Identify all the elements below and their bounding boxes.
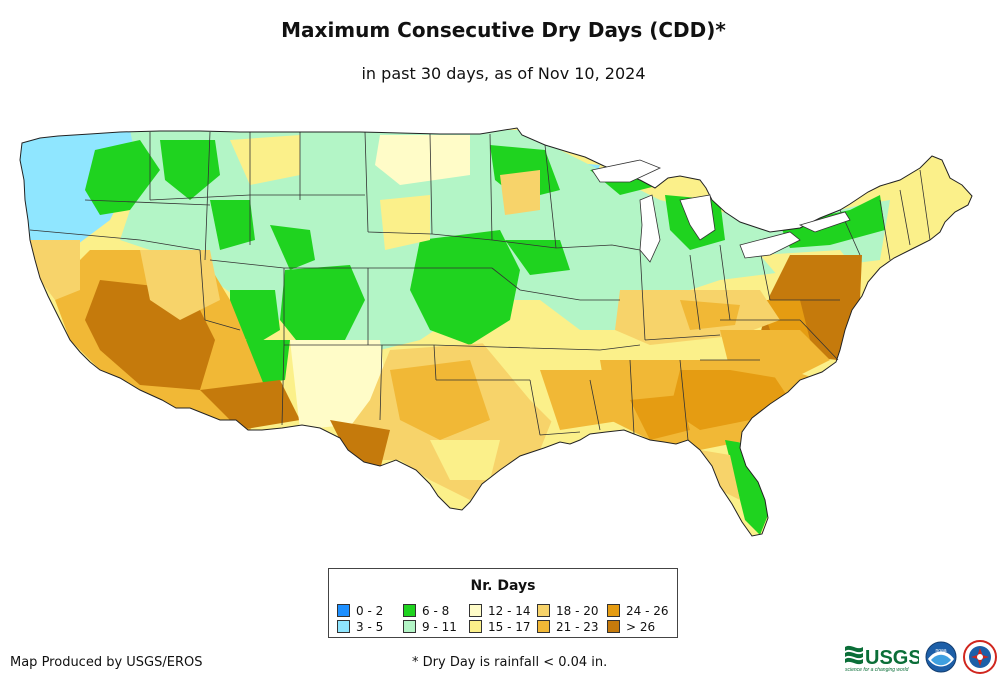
legend-label: 12 - 14 <box>488 604 531 618</box>
legend-label: 9 - 11 <box>422 620 457 634</box>
legend-label: 6 - 8 <box>422 604 450 618</box>
legend-swatch <box>337 604 350 617</box>
svg-text:USGS: USGS <box>865 647 919 669</box>
legend-swatch <box>337 620 350 633</box>
legend-item: 6 - 8 <box>403 604 449 618</box>
legend-box: Nr. Days 0 - 2 3 - 5 6 - 8 9 - 11 12 - 14 15 … <box>328 568 678 638</box>
svg-text:noaa: noaa <box>935 648 946 654</box>
map-title: Maximum Consecutive Dry Days (CDD)* <box>281 18 726 42</box>
legend-item: 21 - 23 <box>537 620 599 634</box>
legend-item: 3 - 5 <box>337 620 383 634</box>
legend-item: 15 - 17 <box>469 620 531 634</box>
legend-label: 3 - 5 <box>356 620 384 634</box>
legend-item: 18 - 20 <box>537 604 599 618</box>
legend-label: 15 - 17 <box>488 620 531 634</box>
legend-swatch <box>537 604 550 617</box>
svg-text:science for a changing world: science for a changing world <box>845 667 909 673</box>
legend-label: 21 - 23 <box>556 620 599 634</box>
legend-item: 0 - 2 <box>337 604 383 618</box>
legend-swatch <box>537 620 550 633</box>
legend-swatch <box>469 604 482 617</box>
state-boundaries <box>29 131 931 441</box>
legend-swatch <box>403 604 416 617</box>
legend-label: 18 - 20 <box>556 604 599 618</box>
us-cdd-map <box>19 127 973 537</box>
legend-title: Nr. Days <box>470 578 536 594</box>
legend-item: 12 - 14 <box>469 604 531 618</box>
legend-swatch <box>403 620 416 633</box>
legend-swatch <box>469 620 482 633</box>
noaa-logo: noaa <box>925 641 957 673</box>
cdd-raster <box>20 128 972 536</box>
great-lakes <box>591 159 851 263</box>
usgs-logo: USGS science for a changing world <box>845 645 919 673</box>
legend-label: > 26 <box>626 620 656 634</box>
legend-label: 0 - 2 <box>356 604 384 618</box>
legend-label: 24 - 26 <box>626 604 669 618</box>
legend-item: > 26 <box>607 620 655 634</box>
map-subtitle: in past 30 days, as of Nov 10, 2024 <box>361 64 646 83</box>
legend-item: 24 - 26 <box>607 604 669 618</box>
legend-item: 9 - 11 <box>403 620 457 634</box>
legend-swatch <box>607 604 620 617</box>
dry-day-footnote: * Dry Day is rainfall < 0.04 in. <box>412 655 608 670</box>
map-credit: Map Produced by USGS/EROS <box>10 655 203 670</box>
nws-seal-icon <box>963 640 997 674</box>
legend-swatch <box>607 620 620 633</box>
